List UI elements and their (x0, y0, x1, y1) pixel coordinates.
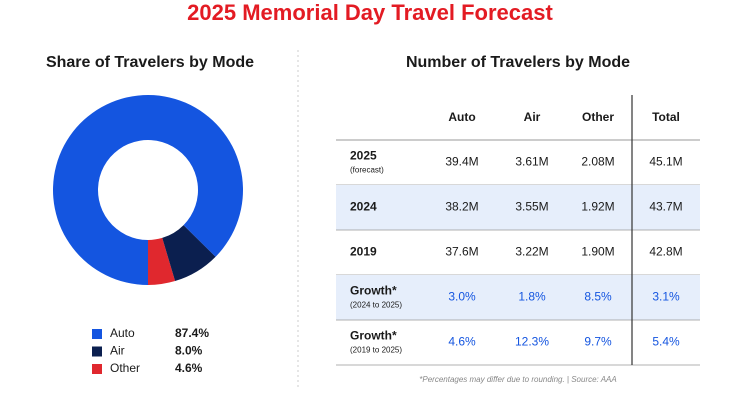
column-header: Auto (448, 110, 475, 124)
row-shade (336, 275, 700, 320)
table-cell: 8.5% (584, 290, 612, 304)
table-cell: 2.08M (581, 155, 614, 169)
donut-slice (52, 95, 243, 286)
table-cell: 37.6M (445, 245, 478, 259)
row-label: 2025 (350, 149, 377, 163)
table-cell: 9.7% (584, 335, 612, 349)
legend-value: 8.0% (175, 344, 203, 358)
row-label: 2024 (350, 200, 377, 214)
row-label: Growth* (350, 329, 397, 343)
table-cell: 3.1% (652, 290, 680, 304)
chart-title: Share of Travelers by Mode (46, 54, 254, 71)
legend-value: 4.6% (175, 361, 203, 375)
row-sublabel: (forecast) (350, 166, 384, 175)
footnote: *Percentages may differ due to rounding.… (419, 375, 616, 384)
table-cell: 5.4% (652, 335, 680, 349)
legend-swatch (92, 346, 102, 357)
legend-swatch (92, 364, 102, 374)
table-title: Number of Travelers by Mode (406, 54, 630, 71)
column-header: Total (652, 110, 680, 124)
donut-slice (148, 237, 176, 286)
legend-label: Air (110, 344, 125, 358)
table-cell: 1.90M (581, 245, 614, 259)
table-cell: 43.7M (649, 200, 682, 214)
table-cell: 1.92M (581, 200, 614, 214)
table-cell: 42.8M (649, 245, 682, 259)
legend-value: 87.4% (175, 326, 209, 340)
donut-slice (162, 225, 216, 282)
main-title: 2025 Memorial Day Travel Forecast (187, 0, 553, 25)
column-header: Air (524, 110, 541, 124)
table-cell: 39.4M (445, 155, 478, 169)
table-cell: 3.0% (448, 290, 476, 304)
table-cell: 4.6% (448, 335, 476, 349)
row-shade (336, 185, 700, 230)
table-cell: 3.55M (515, 200, 548, 214)
row-label: Growth* (350, 284, 397, 298)
legend-label: Other (110, 361, 140, 375)
table-cell: 3.61M (515, 155, 548, 169)
column-header: Other (582, 110, 614, 124)
row-label: 2019 (350, 245, 377, 259)
table-cell: 1.8% (518, 290, 546, 304)
table-cell: 38.2M (445, 200, 478, 214)
table-cell: 45.1M (649, 155, 682, 169)
row-sublabel: (2019 to 2025) (350, 346, 402, 355)
table-cell: 3.22M (515, 245, 548, 259)
legend-label: Auto (110, 326, 135, 340)
table-cell: 12.3% (515, 335, 549, 349)
row-sublabel: (2024 to 2025) (350, 301, 402, 310)
legend-swatch (92, 329, 102, 339)
